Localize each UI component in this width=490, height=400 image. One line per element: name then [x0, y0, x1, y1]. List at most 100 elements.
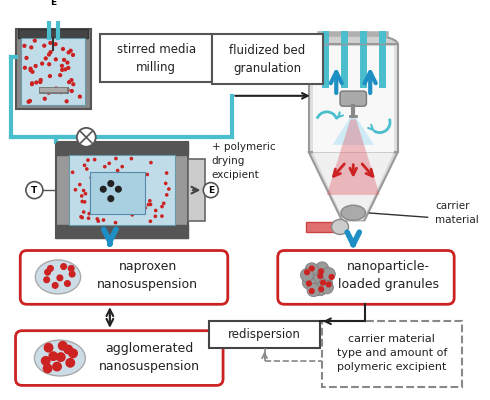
- Ellipse shape: [309, 34, 397, 54]
- Circle shape: [168, 188, 170, 190]
- Circle shape: [66, 61, 69, 64]
- Circle shape: [31, 70, 34, 73]
- Circle shape: [108, 162, 110, 164]
- Circle shape: [149, 203, 152, 206]
- Circle shape: [305, 263, 318, 276]
- Circle shape: [91, 209, 93, 211]
- Circle shape: [66, 88, 69, 91]
- Circle shape: [82, 211, 85, 213]
- Circle shape: [59, 91, 62, 94]
- Circle shape: [30, 46, 33, 49]
- Text: fluidized bed
granulation: fluidized bed granulation: [229, 44, 306, 74]
- Circle shape: [70, 79, 73, 82]
- Circle shape: [27, 100, 30, 103]
- Circle shape: [108, 196, 114, 202]
- FancyBboxPatch shape: [69, 155, 175, 225]
- Circle shape: [69, 266, 74, 271]
- Circle shape: [102, 219, 105, 221]
- Circle shape: [129, 199, 132, 201]
- Circle shape: [117, 169, 119, 172]
- Circle shape: [67, 66, 70, 69]
- FancyBboxPatch shape: [309, 44, 397, 152]
- Circle shape: [46, 0, 61, 10]
- FancyBboxPatch shape: [306, 222, 342, 232]
- Circle shape: [161, 215, 163, 217]
- FancyBboxPatch shape: [278, 250, 454, 304]
- Circle shape: [52, 282, 58, 288]
- Ellipse shape: [341, 205, 366, 220]
- Circle shape: [121, 166, 123, 168]
- Circle shape: [326, 282, 331, 287]
- Circle shape: [29, 67, 32, 70]
- FancyBboxPatch shape: [100, 34, 212, 82]
- Circle shape: [23, 44, 26, 47]
- Circle shape: [97, 220, 99, 222]
- Circle shape: [81, 216, 83, 219]
- Circle shape: [150, 162, 152, 164]
- Circle shape: [120, 188, 122, 191]
- Circle shape: [41, 62, 44, 65]
- Circle shape: [34, 64, 37, 67]
- Circle shape: [62, 48, 64, 50]
- FancyBboxPatch shape: [56, 142, 188, 155]
- Circle shape: [35, 81, 38, 84]
- FancyBboxPatch shape: [188, 159, 205, 221]
- Circle shape: [72, 83, 74, 86]
- Circle shape: [74, 189, 76, 191]
- Circle shape: [203, 182, 219, 198]
- Circle shape: [108, 181, 114, 186]
- Circle shape: [311, 270, 324, 284]
- FancyBboxPatch shape: [20, 250, 228, 304]
- Text: carrier material
type and amount of
polymeric excipient: carrier material type and amount of poly…: [337, 334, 447, 372]
- Circle shape: [84, 192, 87, 195]
- Circle shape: [115, 158, 117, 160]
- Circle shape: [126, 180, 129, 183]
- Circle shape: [54, 58, 57, 61]
- Polygon shape: [309, 152, 397, 220]
- Circle shape: [65, 100, 68, 103]
- Text: redispersion: redispersion: [228, 328, 301, 341]
- Circle shape: [319, 269, 323, 274]
- Circle shape: [165, 182, 167, 184]
- Circle shape: [43, 364, 52, 373]
- Text: E: E: [50, 0, 56, 7]
- Circle shape: [63, 58, 66, 61]
- FancyBboxPatch shape: [322, 321, 462, 387]
- FancyBboxPatch shape: [21, 38, 85, 105]
- Circle shape: [69, 271, 75, 277]
- Circle shape: [57, 275, 63, 281]
- Circle shape: [96, 218, 98, 220]
- Ellipse shape: [34, 340, 85, 376]
- Circle shape: [29, 69, 32, 72]
- Circle shape: [47, 91, 50, 94]
- Circle shape: [59, 74, 62, 76]
- FancyBboxPatch shape: [309, 44, 397, 53]
- Circle shape: [61, 68, 64, 71]
- Circle shape: [72, 171, 74, 174]
- Circle shape: [33, 39, 36, 42]
- FancyBboxPatch shape: [340, 91, 367, 106]
- Circle shape: [100, 186, 106, 192]
- Circle shape: [118, 174, 121, 176]
- FancyBboxPatch shape: [16, 331, 223, 386]
- Circle shape: [79, 184, 81, 186]
- Circle shape: [64, 68, 67, 71]
- Circle shape: [54, 88, 57, 91]
- Circle shape: [166, 194, 168, 196]
- Circle shape: [116, 174, 118, 176]
- Circle shape: [131, 214, 133, 216]
- Circle shape: [318, 274, 322, 278]
- Circle shape: [44, 277, 49, 282]
- Circle shape: [307, 284, 320, 297]
- Circle shape: [144, 207, 147, 209]
- FancyBboxPatch shape: [313, 46, 394, 152]
- Circle shape: [83, 201, 86, 203]
- Circle shape: [61, 264, 67, 269]
- Circle shape: [146, 173, 148, 176]
- Circle shape: [53, 362, 61, 371]
- Circle shape: [88, 212, 90, 215]
- Circle shape: [44, 57, 47, 60]
- Circle shape: [64, 345, 73, 354]
- FancyBboxPatch shape: [90, 172, 145, 214]
- Circle shape: [24, 66, 26, 69]
